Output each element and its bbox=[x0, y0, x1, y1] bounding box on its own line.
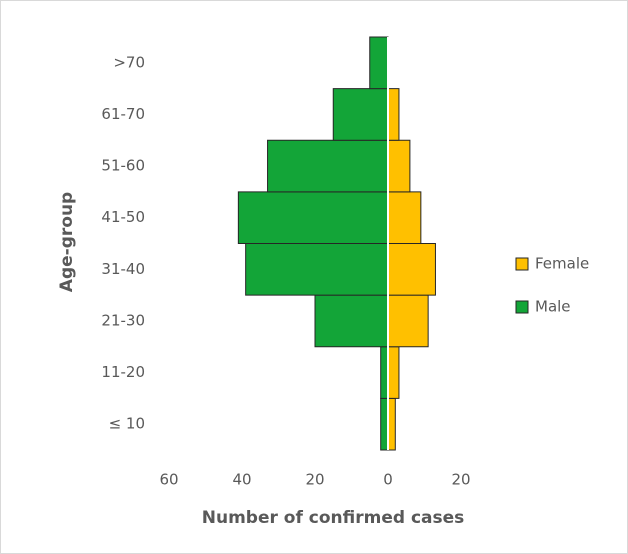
bar bbox=[387, 139, 411, 193]
bar bbox=[387, 191, 422, 244]
y-tick-label: >70 bbox=[113, 53, 145, 71]
bar bbox=[380, 346, 389, 399]
legend-swatch bbox=[515, 257, 529, 271]
y-tick-label: 31-40 bbox=[101, 260, 145, 278]
bar bbox=[245, 243, 389, 296]
bar bbox=[380, 397, 389, 451]
bar bbox=[314, 294, 389, 348]
y-tick-label: 21-30 bbox=[101, 311, 145, 329]
x-axis-title: Number of confirmed cases bbox=[202, 508, 465, 528]
bar bbox=[387, 294, 429, 348]
x-tick-label: 0 bbox=[383, 471, 393, 489]
bar bbox=[369, 36, 389, 90]
bar bbox=[387, 243, 436, 296]
y-tick-label: 11-20 bbox=[101, 363, 145, 381]
bar bbox=[387, 397, 396, 451]
x-tick-label: 20 bbox=[451, 471, 470, 489]
x-tick-label: 20 bbox=[305, 471, 324, 489]
bar bbox=[237, 191, 389, 244]
y-tick-label: 41-50 bbox=[101, 208, 145, 226]
legend-label: Male bbox=[535, 298, 571, 316]
y-tick-label: 61-70 bbox=[101, 105, 145, 123]
bar bbox=[267, 139, 389, 193]
legend-swatch bbox=[515, 300, 529, 314]
bar bbox=[387, 88, 400, 141]
bar bbox=[332, 88, 389, 141]
y-axis-title: Age-group bbox=[57, 192, 77, 292]
x-tick-label: 60 bbox=[159, 471, 178, 489]
legend-label: Female bbox=[535, 255, 589, 273]
x-tick-label: 40 bbox=[232, 471, 251, 489]
y-tick-label: ≤ 10 bbox=[109, 415, 145, 433]
bar bbox=[387, 346, 400, 399]
y-tick-label: 51-60 bbox=[101, 157, 145, 175]
